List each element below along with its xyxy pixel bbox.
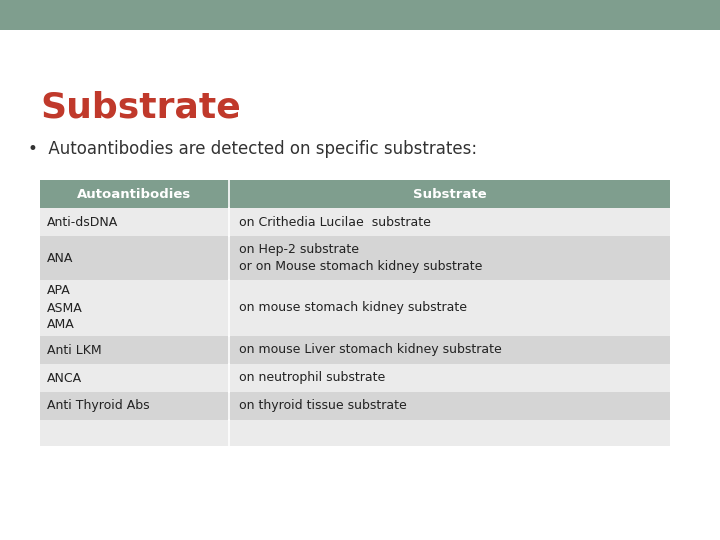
Bar <box>40 208 670 236</box>
Text: Substrate: Substrate <box>413 187 486 200</box>
Bar <box>40 420 670 446</box>
Text: Anti Thyroid Abs: Anti Thyroid Abs <box>47 400 150 413</box>
Bar <box>40 280 670 336</box>
Text: on neutrophil substrate: on neutrophil substrate <box>239 372 385 384</box>
Text: on Hep-2 substrate
or on Mouse stomach kidney substrate: on Hep-2 substrate or on Mouse stomach k… <box>239 243 482 273</box>
Bar <box>0 0 720 30</box>
Text: on mouse Liver stomach kidney substrate: on mouse Liver stomach kidney substrate <box>239 343 502 356</box>
Bar <box>40 180 670 208</box>
Text: ANCA: ANCA <box>47 372 82 384</box>
Text: on mouse stomach kidney substrate: on mouse stomach kidney substrate <box>239 301 467 314</box>
Text: Anti LKM: Anti LKM <box>47 343 102 356</box>
Bar <box>40 336 670 364</box>
Bar <box>40 364 670 392</box>
Text: on thyroid tissue substrate: on thyroid tissue substrate <box>239 400 407 413</box>
Text: •  Autoantibodies are detected on specific substrates:: • Autoantibodies are detected on specifi… <box>28 140 477 158</box>
Text: Autoantibodies: Autoantibodies <box>77 187 192 200</box>
Bar <box>40 392 670 420</box>
Text: Substrate: Substrate <box>40 90 240 124</box>
Bar <box>40 236 670 280</box>
Text: APA
ASMA
AMA: APA ASMA AMA <box>47 285 83 332</box>
Text: ANA: ANA <box>47 252 73 265</box>
Text: Anti-dsDNA: Anti-dsDNA <box>47 215 118 228</box>
Text: on Crithedia Lucilae  substrate: on Crithedia Lucilae substrate <box>239 215 431 228</box>
